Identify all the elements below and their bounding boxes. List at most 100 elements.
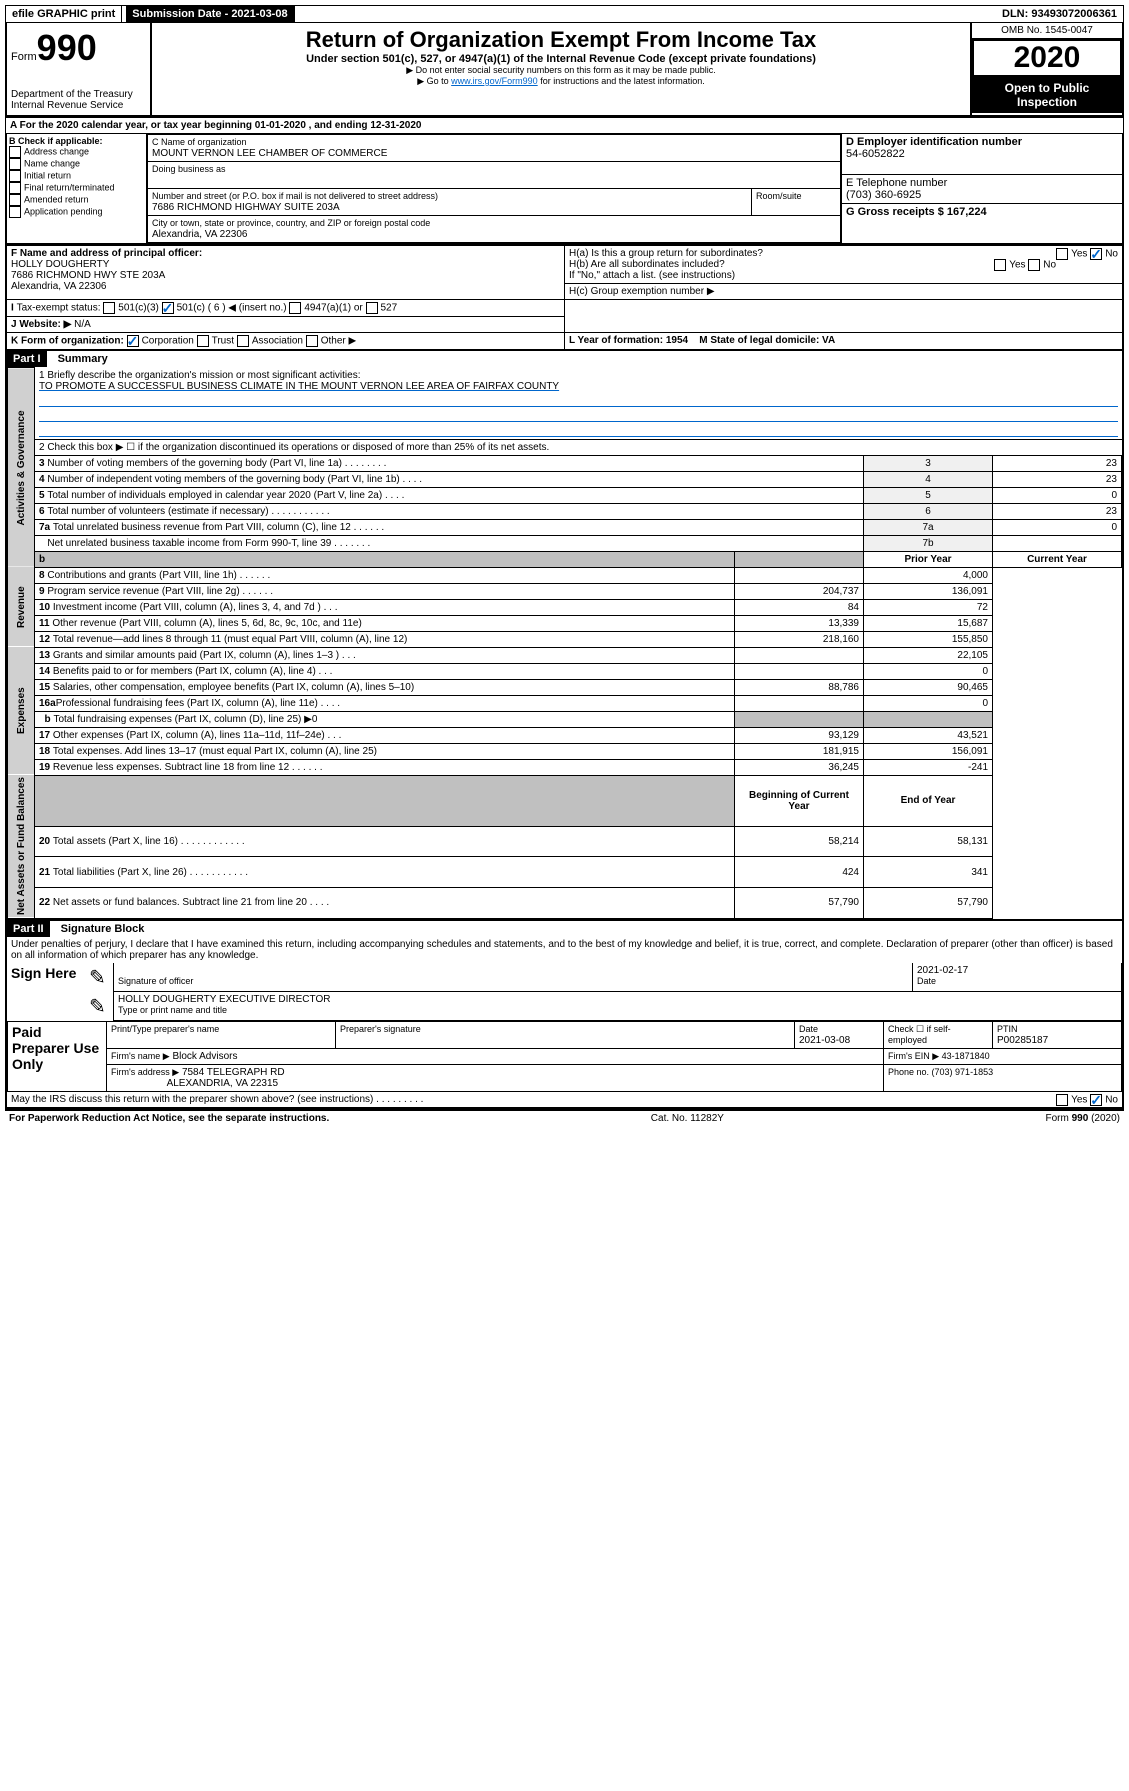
c-name-label: C Name of organization [152,137,247,147]
ha-yes[interactable]: Yes [1071,249,1087,260]
page-footer: For Paperwork Reduction Act Notice, see … [5,1109,1124,1126]
check-self[interactable]: Check ☐ if self-employed [888,1024,951,1045]
prior-year-header: Prior Year [904,554,951,565]
city-label: City or town, state or province, country… [152,218,430,228]
irs-link[interactable]: www.irs.gov/Form990 [451,76,538,86]
tax-year: 2020 [972,39,1122,77]
opt-address-change[interactable]: Address change [24,146,89,156]
vlabel-governance: Activities & Governance [8,368,35,568]
prep-date-label: Date [799,1024,818,1034]
f-label: F Name and address of principal officer: [11,248,202,259]
tax-status-label: Tax-exempt status: [17,303,101,314]
ein-value: 54-6052822 [846,148,905,160]
date-label: Date [917,976,936,986]
website-label: J Website: ▶ [11,319,71,330]
paperwork-notice: For Paperwork Reduction Act Notice, see … [9,1113,329,1124]
discuss-no[interactable]: No [1105,1095,1118,1106]
gov-row-6: 6 Total number of volunteers (estimate i… [8,503,1122,519]
firm-addr2: ALEXANDRIA, VA 22315 [167,1078,279,1089]
gov-row-7b: Net unrelated business taxable income fr… [8,535,1122,551]
firm-name: Block Advisors [172,1051,237,1062]
opt-final-return[interactable]: Final return/terminated [24,182,115,192]
officer-addr1: 7686 RICHMOND HWY STE 203A [11,270,165,281]
line2-text: 2 Check this box ▶ ☐ if the organization… [35,439,1122,455]
part2-header: Part II [7,921,50,937]
opt-initial-return[interactable]: Initial return [24,170,71,180]
submission-date-button[interactable]: Submission Date - 2021-03-08 [126,6,294,22]
tax-4947[interactable]: 4947(a)(1) or [304,303,362,314]
part1-header: Part I [7,351,47,367]
vlabel-revenue: Revenue [8,567,35,647]
opt-application-pending[interactable]: Application pending [24,206,103,216]
firm-name-label: Firm's name ▶ [111,1051,170,1061]
hb-label: H(b) Are all subordinates included? [569,259,725,270]
l-label: L Year of formation: 1954 [569,335,688,346]
part-1: Part I Summary Activities & Governance 1… [5,351,1124,921]
footer-form-label: Form 990 (2020) [1046,1113,1120,1124]
part-2: Part II Signature Block Under penalties … [5,921,1124,1110]
hb-no[interactable]: No [1043,260,1056,271]
vlabel-expenses: Expenses [8,647,35,775]
section-identity: B Check if applicable: Address change Na… [5,134,1124,245]
addr-label: Number and street (or P.O. box if mail i… [152,191,438,201]
dln-label: DLN: 93493072006361 [996,6,1123,22]
prep-date: 2021-03-08 [799,1035,850,1046]
subtitle: Under section 501(c), 527, or 4947(a)(1)… [156,53,966,65]
cat-no: Cat. No. 11282Y [651,1113,724,1124]
hb-note: If "No," attach a list. (see instruction… [569,270,735,281]
org-address: 7686 RICHMOND HIGHWAY SUITE 203A [152,202,340,213]
current-year-header: Current Year [1027,554,1087,565]
k-other[interactable]: Other ▶ [321,336,356,347]
discuss-yes[interactable]: Yes [1071,1095,1087,1106]
row-a-tax-year: A For the 2020 calendar year, or tax yea… [5,117,1124,134]
b-label: B Check if applicable: [9,136,103,146]
firm-addr1: 7584 TELEGRAPH RD [182,1067,285,1078]
ptin-label: PTIN [997,1024,1018,1034]
opt-amended[interactable]: Amended return [24,194,89,204]
ha-label: H(a) Is this a group return for subordin… [569,248,763,259]
officer-name: HOLLY DOUGHERTY [11,259,109,270]
ha-no[interactable]: No [1105,249,1118,260]
part2-title: Signature Block [53,923,145,935]
phone-value: (703) 360-6925 [846,189,921,201]
end-year-header: End of Year [901,795,956,806]
omb-label: OMB No. 1545-0047 [972,23,1122,39]
form-number: 990 [37,27,97,68]
efile-label[interactable]: efile GRAPHIC print [6,6,122,22]
tax-501c3[interactable]: 501(c)(3) [118,303,159,314]
gov-row-5: 5 Total number of individuals employed i… [8,487,1122,503]
firm-ein: Firm's EIN ▶ 43-1871840 [888,1051,990,1061]
ptin-value: P00285187 [997,1035,1048,1046]
note2-prefix: ▶ Go to [417,76,451,86]
org-city: Alexandria, VA 22306 [152,229,247,240]
tax-501c[interactable]: 501(c) ( 6 ) ◀ (insert no.) [177,303,287,314]
gross-receipts: G Gross receipts $ 167,224 [846,206,987,218]
k-trust[interactable]: Trust [212,336,234,347]
sign-here-label: Sign Here [7,963,85,1021]
top-bar: efile GRAPHIC print Submission Date - 20… [5,5,1124,23]
opt-name-change[interactable]: Name change [24,158,80,168]
tax-527[interactable]: 527 [381,303,398,314]
form-header: Form990 Department of the Treasury Inter… [5,23,1124,117]
declaration-text: Under penalties of perjury, I declare th… [7,937,1122,963]
col-d-ein: D Employer identification number54-60528… [842,134,1122,243]
officer-print-name: HOLLY DOUGHERTY EXECUTIVE DIRECTOR [118,994,330,1005]
section-fh: F Name and address of principal officer:… [5,245,1124,351]
room-label: Room/suite [756,191,802,201]
form-prefix: Form [11,51,37,63]
discuss-text: May the IRS discuss this return with the… [11,1094,423,1105]
dept-label: Department of the Treasury Internal Reve… [11,89,146,111]
k-corp[interactable]: Corporation [142,336,194,347]
gov-row-4: 4 Number of independent voting members o… [8,471,1122,487]
k-label: K Form of organization: [11,336,124,347]
hb-yes[interactable]: Yes [1009,260,1025,271]
hc-label: H(c) Group exemption number ▶ [569,286,715,297]
officer-addr2: Alexandria, VA 22306 [11,281,106,292]
ein-label: D Employer identification number [846,136,1022,148]
paid-preparer-label: Paid Preparer Use Only [8,1022,107,1092]
sig-officer-label: Signature of officer [118,976,193,986]
gov-row-7a: 7a Total unrelated business revenue from… [8,519,1122,535]
begin-year-header: Beginning of Current Year [749,790,849,812]
org-name: MOUNT VERNON LEE CHAMBER OF COMMERCE [152,148,387,159]
k-assoc[interactable]: Association [252,336,303,347]
